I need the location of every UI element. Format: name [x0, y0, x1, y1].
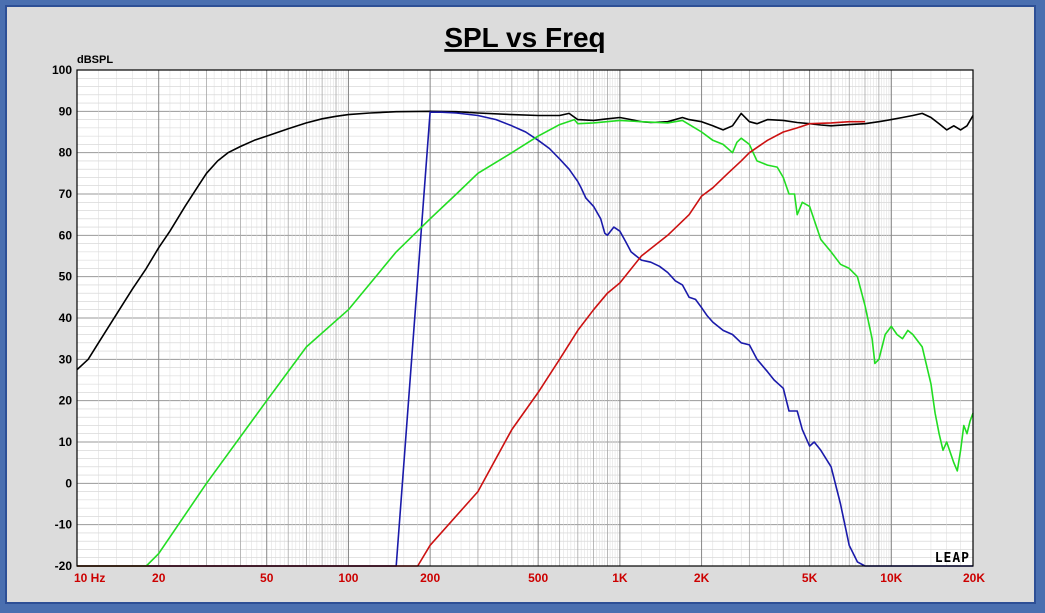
x-tick-label: 10 Hz — [74, 571, 105, 585]
leap-watermark: LEAP — [935, 551, 970, 566]
series-line-3 — [77, 120, 865, 567]
series-group — [76, 110, 974, 567]
y-tick-label: 90 — [59, 104, 73, 118]
plot-border — [76, 69, 974, 567]
series-line-1 — [77, 111, 973, 567]
y-tick-label: 70 — [59, 187, 73, 201]
chart-title: SPL vs Freq — [444, 22, 605, 53]
series-line-2 — [77, 118, 974, 567]
y-tick-label: -10 — [55, 518, 73, 532]
x-tick-labels: 10 Hz 20 50 100 200 500 1K 2K 5K 10K 20K — [74, 571, 985, 585]
y-tick-label: 30 — [59, 352, 73, 366]
grid-lines — [76, 69, 974, 567]
y-tick-label: 50 — [59, 270, 73, 284]
x-tick-label: 1K — [612, 571, 628, 585]
y-tick-label: 20 — [59, 394, 73, 408]
y-tick-label: 0 — [65, 476, 72, 490]
x-tick-label: 200 — [420, 571, 440, 585]
x-tick-label: 20 — [152, 571, 166, 585]
x-tick-label: 5K — [802, 571, 818, 585]
y-tick-label: 100 — [52, 63, 72, 77]
x-tick-label: 10K — [880, 571, 902, 585]
y-tick-label: 10 — [59, 435, 73, 449]
y-tick-label: 80 — [59, 146, 73, 160]
y-axis-label: dBSPL — [77, 54, 113, 66]
x-tick-label: 2K — [694, 571, 710, 585]
y-tick-label: -20 — [55, 559, 73, 573]
x-tick-label: 20K — [963, 571, 985, 585]
x-tick-label: 50 — [260, 571, 274, 585]
x-tick-label: 500 — [528, 571, 548, 585]
series-line-0 — [76, 110, 974, 371]
y-tick-label: 40 — [59, 311, 73, 325]
x-tick-label: 100 — [338, 571, 358, 585]
y-tick-label: 60 — [59, 228, 73, 242]
